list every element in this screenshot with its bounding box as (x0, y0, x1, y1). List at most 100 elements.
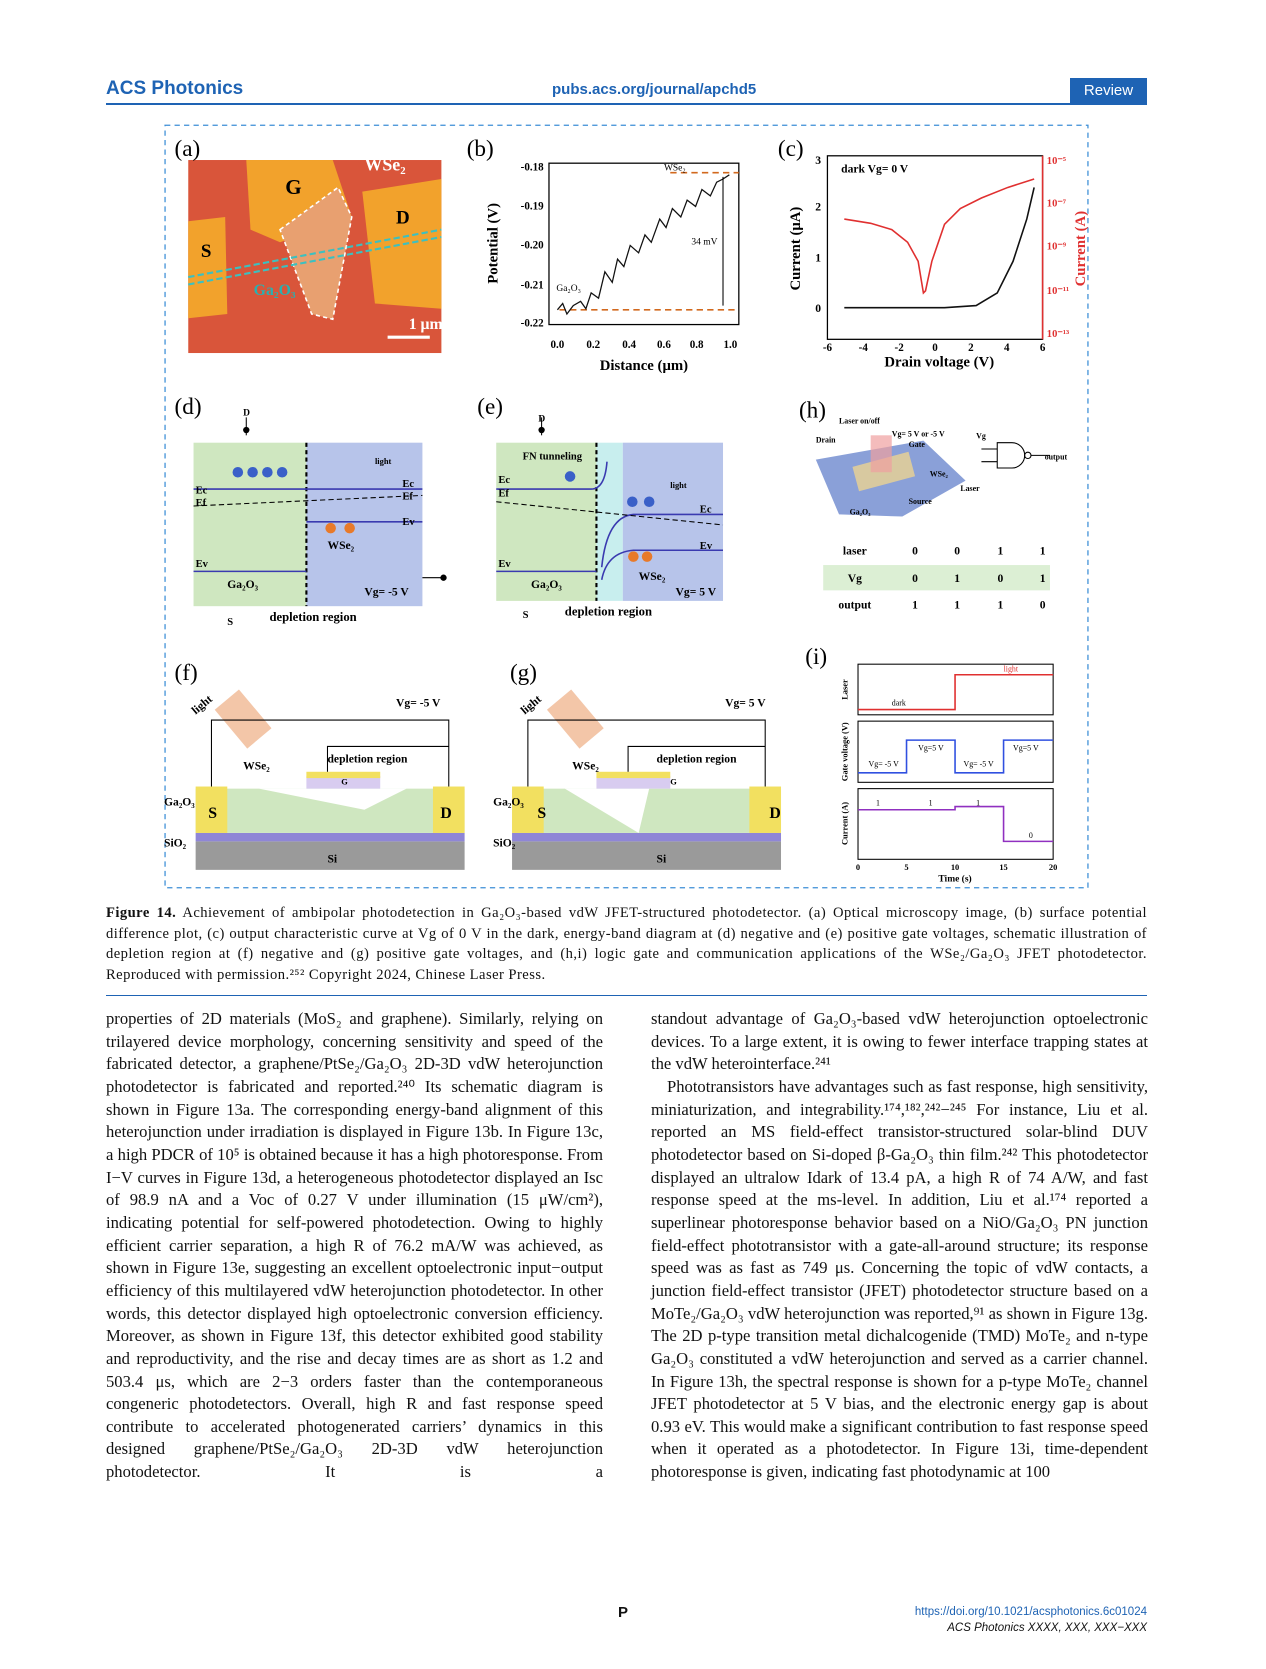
figure-label: WSe₂ (364, 155, 405, 175)
journal-url[interactable]: pubs.acs.org/journal/apchd5 (552, 81, 757, 98)
figure-label: D (243, 408, 250, 418)
axis-title: Time (s) (938, 873, 971, 884)
y-tick-label: -0.20 (521, 240, 545, 252)
figure-label: FN tunneling (523, 452, 583, 463)
figure-label: 1 (876, 799, 880, 808)
figure-label: WSe₂ (327, 539, 354, 552)
table-cell: 1 (954, 598, 960, 611)
panel-label: (g) (510, 660, 537, 686)
figure-label: Ef (498, 488, 509, 499)
figure-label: Vg= -5 V (364, 586, 409, 599)
figure-label: dark (892, 698, 906, 707)
figure-label: Ev (402, 517, 415, 528)
figure-label: Ga₂O₃ (556, 284, 581, 294)
figure-label: depletion region (269, 610, 356, 624)
figure-label: output (1045, 453, 1068, 462)
axis-title: Current (A) (1073, 211, 1089, 287)
table-cell: 1 (998, 598, 1004, 611)
figure-label: Vg=5 V (918, 744, 944, 753)
figure-label: light (670, 480, 687, 490)
figure-label: Ga₂O₃ (227, 578, 258, 591)
left-column: properties of 2D materials (MoS₂ and gra… (106, 1008, 603, 1484)
table-cell: 1 (1040, 544, 1046, 557)
figure-label: Ec (402, 479, 414, 490)
figure-label: Ev (498, 559, 511, 570)
panel-d-diagram (193, 417, 447, 607)
x-tick-label: 4 (1004, 342, 1010, 354)
panel-label: (e) (477, 394, 503, 420)
figure-label: Vg= 5 V (676, 586, 717, 599)
y-tick-label: 0 (815, 302, 821, 315)
figure-label: Vg=5 V (1013, 744, 1039, 753)
figure-label: 0 (1029, 831, 1033, 840)
table-cell: 1 (912, 598, 918, 611)
x-tick-label: 15 (999, 862, 1007, 872)
figure-label: SiO₂ (493, 837, 516, 850)
y2-tick-label: 10⁻¹³ (1047, 329, 1069, 340)
figure: (a) (b) (c) (d) (e) (h) (f) (g) (i) G WSe₂ D S Ga₂O₃ 1… (164, 124, 1089, 889)
panel-e-diagram (496, 417, 724, 601)
table-cell: 0 (912, 572, 918, 585)
figure-label: light (1004, 665, 1019, 674)
figure-label: G (341, 776, 348, 786)
figure-label: S (523, 610, 529, 621)
figure-label: Ev (700, 541, 713, 552)
x-tick-label: -4 (859, 342, 869, 354)
figure-label: Si (327, 852, 337, 865)
figure-caption: Figure 14. Achievement of ambipolar phot… (106, 903, 1147, 985)
figure-label: S (201, 241, 212, 262)
x-tick-label: -2 (895, 342, 905, 354)
panel-label: (c) (778, 136, 804, 162)
axis-title: Laser (839, 679, 849, 700)
axis-title: Potential (V) (485, 203, 501, 284)
y-tick-label: -0.19 (521, 201, 545, 213)
figure-label: Vg= -5 V (396, 696, 441, 709)
figure-label: Ga₂O₃ (493, 796, 524, 809)
axis-title: Current (A) (839, 802, 849, 845)
caption-label: Figure 14. (106, 905, 177, 921)
x-tick-label: 0 (856, 862, 860, 872)
figure-label: 1 (976, 799, 980, 808)
figure-label: Drain (816, 436, 836, 445)
x-tick-label: -6 (823, 342, 833, 354)
panel-label: (f) (175, 660, 198, 686)
figure-label: Source (909, 497, 933, 506)
article-type: Review (1070, 78, 1147, 103)
figure-frame (164, 124, 1089, 889)
figure-label: WSe₂ (664, 164, 686, 174)
figure-label: Ga₂O₃ (254, 282, 296, 299)
axis-title: Current (μA) (788, 207, 804, 291)
x-tick-label: 10 (951, 862, 959, 872)
figure-label: S (537, 805, 546, 822)
axis-title: Distance (μm) (600, 358, 688, 374)
axis-title: Gate voltage (V) (839, 722, 849, 781)
x-tick-label: 0.8 (690, 339, 704, 351)
figure-label: Ga₂O₃ (531, 578, 562, 591)
y2-tick-label: 10⁻⁵ (1047, 156, 1066, 167)
figure-label: Vg= 5 V (725, 696, 766, 709)
journal-name: ACS Photonics (106, 78, 244, 99)
x-tick-label: 0 (932, 342, 938, 354)
table-cell: 1 (998, 544, 1004, 557)
figure-label: D (440, 805, 451, 822)
doi-link[interactable]: https://doi.org/10.1021/acsphotonics.6c0… (914, 1606, 1147, 1618)
table-cell: Vg (848, 572, 862, 585)
figure-label: Ec (196, 485, 208, 496)
citation: ACS Photonics XXXX, XXX, XXX−XXX (947, 1622, 1147, 1634)
panel-c-plot (826, 155, 1044, 340)
header-rule (106, 103, 1147, 105)
figure-label: Si (657, 852, 667, 865)
figure-label: Ga₂O₃ (164, 796, 195, 809)
figure-label: light (518, 693, 544, 718)
figure-label: depletion region (327, 752, 408, 765)
figure-label: WSe₂ (639, 570, 666, 583)
figure-label: light (375, 456, 392, 466)
panel-label: (b) (467, 136, 494, 162)
x-tick-label: 20 (1049, 862, 1057, 872)
figure-label: D (538, 415, 545, 425)
table-cell: laser (843, 544, 867, 557)
panel-label: (d) (175, 394, 202, 420)
figure-label: Laser (960, 484, 980, 493)
figure-label: Ef (402, 492, 413, 503)
